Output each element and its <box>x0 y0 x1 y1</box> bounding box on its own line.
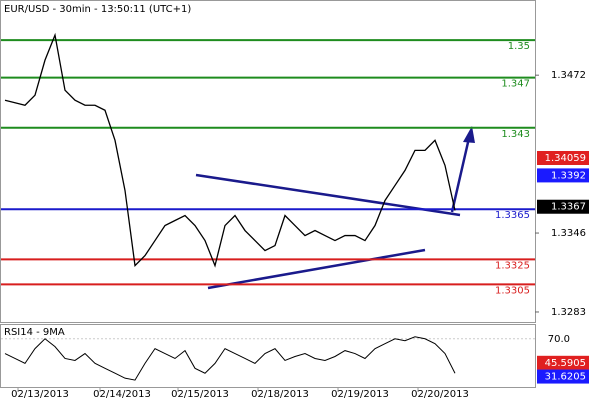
rsi-marker-label: 45.5905 <box>545 358 586 369</box>
x-tick-label: 02/15/2013 <box>171 389 229 400</box>
rsi-panel <box>0 324 536 388</box>
arrow <box>450 137 471 213</box>
level-label: 1.35 <box>508 41 530 52</box>
price-panel <box>0 0 536 323</box>
level-label: 1.347 <box>501 79 530 90</box>
x-tick-label: 02/20/2013 <box>411 389 469 400</box>
price-marker <box>537 168 589 183</box>
arrow-head <box>463 126 475 143</box>
price-marker-label: 1.3367 <box>551 202 586 213</box>
y-tick-label: 1.3283 <box>551 307 586 318</box>
rsi-line <box>4 336 456 381</box>
y-tick-label: 1.3346 <box>551 228 586 239</box>
x-tick-label: 02/19/2013 <box>331 389 389 400</box>
chart-title: EUR/USD - 30min - 13:50:11 (UTC+1) <box>4 4 191 15</box>
rsi-marker <box>537 369 589 384</box>
price-line <box>4 32 456 268</box>
level-label: 1.3325 <box>495 260 530 271</box>
rsi-tick-label: 70.0 <box>548 334 570 345</box>
level-label: 1.343 <box>501 129 530 140</box>
level-label: 1.3305 <box>495 285 530 296</box>
x-tick-label: 02/18/2013 <box>251 389 309 400</box>
price-marker <box>537 199 589 214</box>
rsi-marker-label: 31.6205 <box>545 372 586 383</box>
y-tick-label: 1.3472 <box>551 70 586 81</box>
price-marker-label: 1.34059 <box>545 153 586 164</box>
level-label: 1.3365 <box>495 210 530 221</box>
trendline <box>207 248 426 290</box>
price-marker <box>537 150 589 165</box>
rsi-marker <box>537 355 589 370</box>
x-tick-label: 02/14/2013 <box>93 389 151 400</box>
price-marker-label: 1.3392 <box>551 170 586 181</box>
x-tick-label: 02/13/2013 <box>11 389 69 400</box>
rsi-title: RSI14 - 9MA <box>4 327 65 338</box>
